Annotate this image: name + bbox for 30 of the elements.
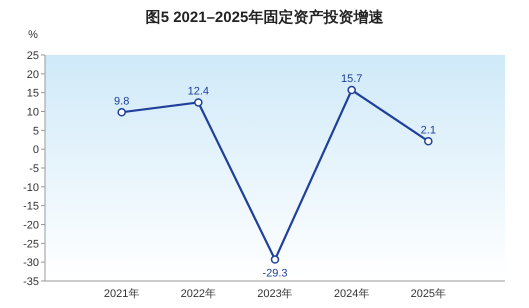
y-axis-title: % <box>28 29 38 41</box>
x-tick-label: 2021年 <box>104 288 140 300</box>
data-label: 2.1 <box>420 124 436 136</box>
y-tick-label: -5 <box>29 163 39 175</box>
x-tick-label: 2022年 <box>180 288 216 300</box>
point <box>424 137 433 146</box>
y-tick-label: 10 <box>26 106 39 118</box>
data-label: 12.4 <box>188 85 210 98</box>
y-tick-label: 0 <box>32 144 39 156</box>
x-tick-label: 2023年 <box>257 288 293 300</box>
x-tick-label: 2025年 <box>410 288 446 300</box>
y-tick-label: 5 <box>32 125 39 138</box>
x-tick-label: 2024年 <box>334 288 370 300</box>
point <box>117 108 126 117</box>
point <box>347 86 356 94</box>
point <box>270 255 280 264</box>
y-tick-label: -30 <box>23 257 39 270</box>
y-tick-label: -10 <box>23 182 39 194</box>
y-tick-label: -35 <box>23 276 39 288</box>
point <box>194 98 203 107</box>
data-label: -29.3 <box>262 268 288 280</box>
data-label: 9.8 <box>114 95 130 108</box>
y-tick-label: -20 <box>23 220 39 232</box>
chart-title: 图5 2021–2025年固定资产投资增速 <box>146 8 384 26</box>
y-tick-label: -25 <box>23 238 39 250</box>
data-label: 15.7 <box>340 73 362 86</box>
y-tick-label: 25 <box>26 50 39 62</box>
y-tick-label: -15 <box>23 200 39 213</box>
y-tick-label: 15 <box>26 88 39 100</box>
y-tick-label: 20 <box>26 68 39 81</box>
